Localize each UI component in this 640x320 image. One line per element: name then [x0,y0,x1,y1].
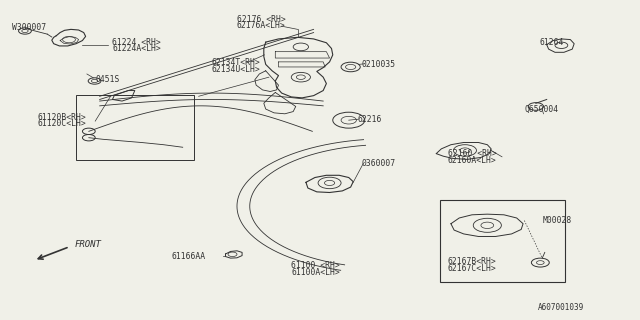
Text: 62134U<LH>: 62134U<LH> [211,65,260,74]
Text: 61224A<LH>: 61224A<LH> [113,44,161,53]
Text: 61120B<RH>: 61120B<RH> [38,113,86,122]
Text: 0360007: 0360007 [362,159,396,168]
Text: A607001039: A607001039 [538,303,584,312]
Text: W300007: W300007 [12,23,46,32]
Text: 61100A<LH>: 61100A<LH> [291,268,340,277]
Text: 61264: 61264 [539,38,563,47]
Text: 62176 <RH>: 62176 <RH> [237,15,285,24]
Text: 0451S: 0451S [95,75,120,84]
Bar [440,199,564,282]
Text: 61120C<LH>: 61120C<LH> [38,119,86,129]
Text: 62134T<RH>: 62134T<RH> [211,58,260,67]
Text: 61224 <RH>: 61224 <RH> [113,38,161,47]
Text: 62167C<LH>: 62167C<LH> [448,264,497,273]
Text: 62167B<RH>: 62167B<RH> [448,258,497,267]
Text: Q650004: Q650004 [524,105,559,114]
Text: 0210035: 0210035 [362,60,396,69]
Text: 62176A<LH>: 62176A<LH> [237,21,285,30]
Text: FRONT: FRONT [74,240,101,249]
Text: M00028: M00028 [542,216,572,225]
Text: 61166AA: 61166AA [172,252,206,261]
Text: 61100 <RH>: 61100 <RH> [291,261,340,270]
Bar [76,95,194,160]
Text: 62160 <RH>: 62160 <RH> [448,149,497,158]
Text: 62160A<LH>: 62160A<LH> [448,156,497,164]
Text: 62216: 62216 [357,115,381,124]
